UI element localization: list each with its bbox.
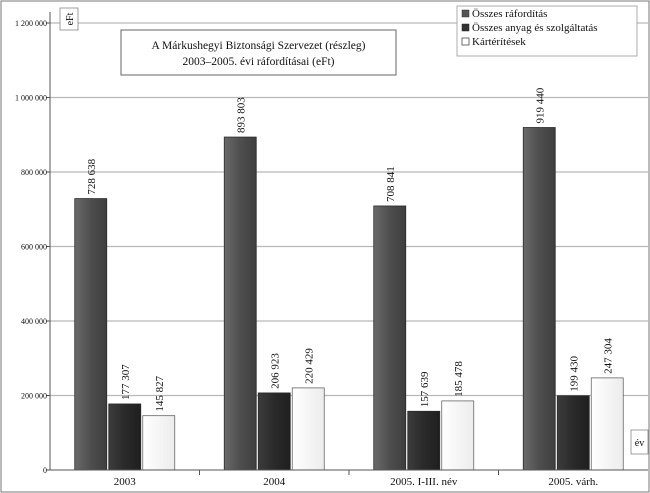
bar-value-label: 708 841 [385, 166, 397, 202]
y-axis-label: eFt [65, 12, 76, 25]
x-tick-label: 2005. I-III. név [390, 476, 458, 488]
x-axis-label: év [635, 438, 644, 449]
legend-swatch-2 [461, 37, 470, 46]
bar-value-label: 247 304 [602, 338, 614, 374]
y-tick-label: 600 000 [21, 243, 47, 252]
bar [556, 395, 590, 471]
y-tick-label: 1 000 000 [15, 94, 47, 103]
bars [74, 127, 624, 471]
x-tick-label: 2004 [263, 476, 286, 488]
bar-value-label: 206 923 [269, 353, 281, 389]
legend: Összes ráfordítás Összes anyag és szolgá… [456, 5, 638, 57]
y-axis-ticks: 0 200 000 400 000 600 000 800 000 1 000 000 1 … [15, 19, 50, 475]
legend-label-2: Kártérítések [472, 36, 526, 48]
legend-swatch-1 [461, 23, 470, 32]
y-tick-label: 1 200 000 [15, 19, 47, 28]
legend-label-1: Összes anyag és szolgáltatás [472, 22, 598, 34]
chart-title-box: A Márkushegyi Biztonsági Szervezet (rész… [120, 29, 397, 76]
y-tick-label: 0 [43, 466, 47, 475]
bar [108, 403, 142, 471]
bar [74, 198, 108, 471]
bar [291, 387, 325, 471]
bar [223, 136, 257, 471]
bar-value-label: 145 827 [154, 375, 166, 411]
bar [441, 400, 475, 471]
bar [142, 415, 176, 471]
x-tick-label: 2005. várh. [548, 476, 598, 488]
bar [522, 127, 556, 471]
bar-value-label: 893 803 [235, 97, 247, 133]
x-tick-label: 2003 [114, 476, 137, 488]
y-tick-label: 200 000 [21, 392, 47, 401]
bar-value-label: 177 307 [120, 364, 132, 400]
bar-value-label: 919 440 [534, 87, 546, 123]
bar-value-label: 728 638 [86, 158, 98, 194]
bar-value-label: 185 478 [453, 361, 465, 397]
chart-title-line-2: 2003–2005. évi ráfordításai (eFt) [182, 56, 334, 68]
chart-title-line-1: A Márkushegyi Biztonsági Szervezet (rész… [152, 40, 366, 52]
y-axis-title: eFt [59, 7, 79, 31]
bar-value-label: 157 639 [419, 371, 431, 407]
y-tick-label: 400 000 [21, 317, 47, 326]
bar [407, 410, 441, 471]
bar-value-label: 220 429 [303, 348, 315, 384]
x-axis-ticks: 2003 2004 2005. I-III. név 2005. várh. [114, 470, 598, 488]
bar [590, 377, 624, 471]
bar [373, 205, 407, 471]
x-axis-title: év [630, 429, 649, 455]
bar-labels: 728 638 177 307 145 827 893 803 206 923 220 4… [86, 87, 615, 411]
bar-value-label: 199 430 [568, 355, 580, 391]
bar [257, 392, 291, 471]
legend-swatch-0 [461, 9, 470, 18]
legend-label-0: Összes ráfordítás [472, 8, 547, 20]
y-tick-label: 800 000 [21, 168, 47, 177]
